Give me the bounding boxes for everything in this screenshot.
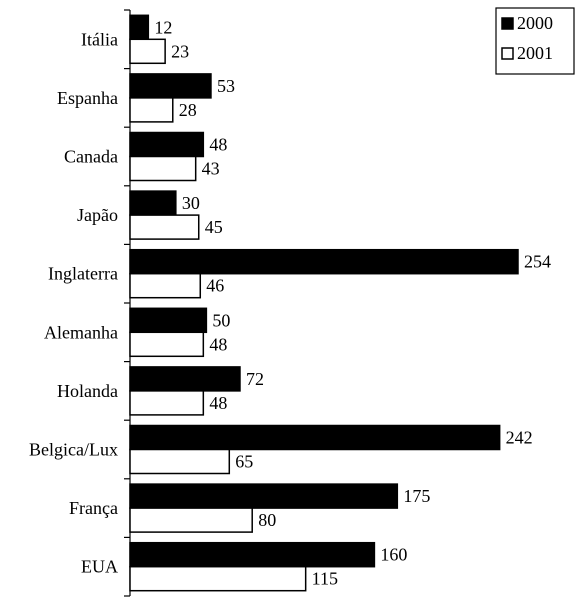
category-label: EUA [81, 557, 118, 577]
data-label: 48 [209, 334, 227, 354]
data-label: 65 [235, 452, 253, 472]
data-label: 30 [182, 193, 200, 213]
data-label: 28 [179, 100, 197, 120]
bar-2000 [129, 541, 376, 568]
bar-2001 [129, 155, 197, 182]
bar-2001 [129, 97, 174, 123]
bar-2000 [129, 131, 205, 158]
legend-label: 2001 [517, 43, 553, 63]
bar-2000 [129, 366, 241, 392]
bar-2000 [129, 73, 212, 99]
bar-2001 [129, 331, 205, 358]
data-label: 254 [524, 252, 551, 272]
data-label: 115 [312, 569, 338, 589]
category-label: Japão [77, 205, 118, 225]
bar-2001 [129, 390, 205, 416]
bar-2000 [129, 248, 519, 275]
data-label: 48 [209, 135, 227, 155]
category-label: Belgica/Lux [29, 440, 118, 460]
data-label: 23 [171, 41, 189, 61]
bar-2001 [129, 214, 200, 240]
data-label: 50 [212, 310, 230, 330]
category-label: Itália [81, 29, 118, 49]
legend-swatch-2001 [501, 47, 514, 60]
category-label: Inglaterra [48, 264, 118, 284]
legend-swatch-2000 [501, 17, 514, 30]
data-label: 48 [209, 393, 227, 413]
category-label: Holanda [57, 381, 118, 401]
category-label: Canada [64, 147, 118, 167]
bar-2001 [129, 448, 231, 475]
data-label: 160 [380, 545, 407, 565]
bar-2001 [129, 272, 202, 299]
legend-label: 2000 [517, 13, 553, 33]
bar-2000 [129, 424, 501, 451]
bar-2000 [129, 483, 399, 509]
bar-2001 [129, 565, 307, 592]
data-label: 80 [258, 510, 276, 530]
data-label: 46 [206, 276, 224, 296]
data-label: 12 [154, 17, 172, 37]
data-label: 242 [506, 428, 533, 448]
bar-2000 [129, 307, 208, 334]
category-label: França [69, 498, 118, 518]
category-label: Espanha [57, 88, 118, 108]
bar-2000 [129, 190, 177, 216]
data-label: 45 [205, 217, 223, 237]
bar-2001 [129, 507, 253, 533]
category-label: Alemanha [44, 322, 118, 342]
data-label: 175 [403, 486, 430, 506]
bar-2000 [129, 14, 150, 41]
bar-2001 [129, 38, 166, 65]
data-label: 53 [217, 76, 235, 96]
data-label: 72 [246, 369, 264, 389]
data-label: 43 [202, 159, 220, 179]
